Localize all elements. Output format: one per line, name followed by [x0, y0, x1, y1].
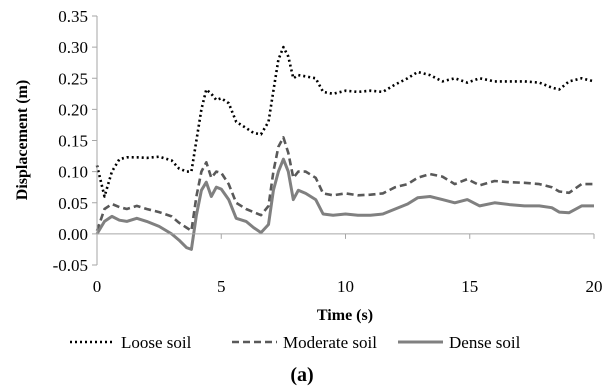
y-tick-label: 0.15 — [58, 132, 88, 151]
x-tick-label: 10 — [337, 277, 354, 296]
x-axis-title: Time (s) — [317, 307, 373, 324]
legend-label-dense-soil: Dense soil — [449, 333, 521, 352]
y-tick-label: 0.20 — [58, 100, 88, 119]
y-tick-label: 0.35 — [58, 7, 88, 26]
y-tick-label: 0.10 — [58, 163, 88, 182]
y-tick-label: -0.05 — [53, 256, 88, 275]
y-tick-label: 0.30 — [58, 38, 88, 57]
y-tick-label: 0.00 — [58, 225, 88, 244]
axes-group: -0.05 0.00 0.05 0.10 0.15 0.20 0.25 0.30 0.35 0 5… — [53, 7, 603, 296]
y-tick-label: 0.05 — [58, 194, 88, 213]
x-tick-label: 20 — [586, 277, 603, 296]
series-line-loose-soil — [95, 45, 595, 198]
legend-label-moderate-soil: Moderate soil — [283, 333, 377, 352]
y-ticks: -0.05 0.00 0.05 0.10 0.15 0.20 0.25 0.30 0.35 — [53, 7, 97, 275]
y-tick-label: 0.25 — [58, 69, 88, 88]
y-axis-title: Displacement (m) — [14, 80, 31, 200]
plot-series-group — [95, 45, 595, 251]
legend-label-loose-soil: Loose soil — [121, 333, 192, 352]
x-tick-label: 5 — [217, 277, 226, 296]
x-tick-label: 0 — [93, 277, 102, 296]
series-line-dense-soil — [95, 157, 594, 251]
legend: Loose soil Moderate soil Dense soil — [70, 333, 521, 352]
x-tick-label: 15 — [461, 277, 478, 296]
series-line-moderate-soil — [95, 136, 594, 233]
figure-caption: (a) — [290, 364, 313, 386]
x-ticks: 0 5 10 15 20 — [93, 233, 603, 296]
